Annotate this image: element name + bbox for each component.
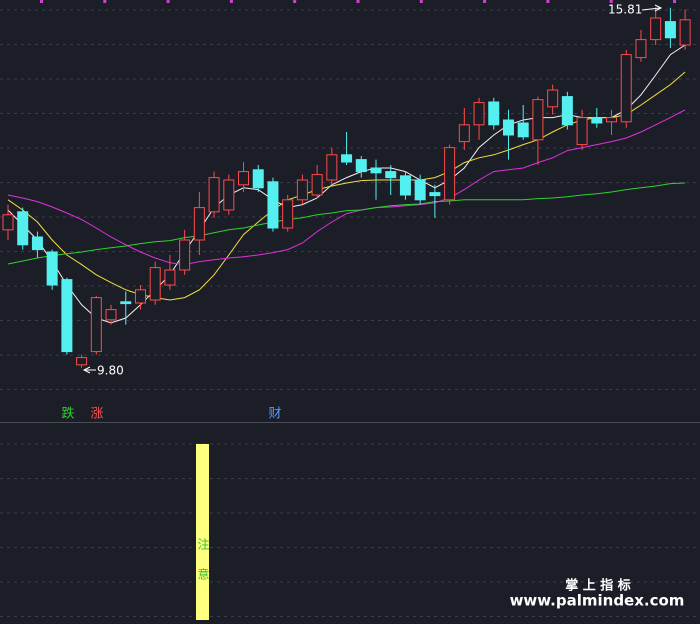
annotation-arrowhead (654, 4, 663, 12)
candle-body (502, 119, 514, 136)
candle-body (208, 177, 220, 213)
candle-body (179, 239, 191, 271)
candle-body (105, 309, 117, 321)
candle-body (620, 54, 632, 123)
top-marker (103, 0, 107, 3)
annotation-arrowhead (82, 366, 91, 374)
top-marker (609, 0, 613, 3)
candle-body (282, 199, 294, 229)
candle-body (532, 99, 544, 141)
top-marker (419, 0, 423, 3)
candle-body (635, 39, 647, 59)
candle-body (46, 251, 58, 286)
candle-body (547, 89, 559, 108)
top-marker (229, 0, 233, 3)
candle-body (252, 169, 264, 189)
candle-body (193, 207, 205, 241)
candle-body (17, 211, 29, 246)
candle-body (267, 181, 279, 229)
top-marker (673, 0, 676, 3)
candle-body (429, 192, 441, 197)
candle-body (399, 175, 411, 196)
low-annotation: 9.80 (97, 364, 124, 378)
candle-body (444, 147, 456, 201)
candle-body (296, 179, 308, 201)
candle-body (164, 269, 176, 286)
candle-body (385, 171, 397, 179)
candle-body (355, 159, 367, 173)
candle-body (414, 179, 426, 201)
high-annotation: 15.81 (608, 3, 642, 17)
watermark-url: www.palmindex.com (510, 592, 685, 610)
candle-body (341, 154, 353, 163)
candle-body (223, 179, 235, 211)
top-marker (166, 0, 170, 3)
candle-body (606, 117, 618, 123)
candle-body (76, 357, 88, 366)
candle-body (458, 124, 470, 143)
candle-body (90, 297, 102, 353)
candle-body (326, 154, 338, 181)
annotation-arrow (641, 7, 661, 11)
candle-body (488, 101, 500, 126)
candle-body (576, 117, 588, 146)
candle-body (664, 21, 676, 39)
candle-body (31, 236, 43, 251)
candle-body (561, 96, 573, 126)
candle-body (311, 174, 323, 196)
top-marker (356, 0, 360, 3)
candle-body (473, 102, 485, 126)
top-marker (293, 0, 297, 3)
lower-indicator-bar (196, 444, 209, 620)
moving-average-line (7, 182, 686, 265)
signal-label: 财 (268, 407, 281, 422)
top-marker (483, 0, 487, 3)
candle-body (591, 117, 603, 124)
top-marker (40, 0, 43, 3)
candle-body (517, 122, 529, 138)
watermark-title: 掌 上 指 标 (565, 578, 631, 594)
signal-label: 跌 (61, 406, 74, 422)
candle-body (61, 279, 73, 353)
candle-body (2, 214, 14, 231)
candle-body (149, 267, 161, 301)
top-marker (546, 0, 550, 3)
moving-average-line (7, 109, 686, 266)
candle-body (238, 171, 250, 186)
candle-body (134, 289, 146, 304)
plot-area (2, 7, 691, 368)
candle-body (650, 17, 662, 41)
candle-body (679, 19, 691, 46)
signal-label: 涨 (90, 407, 103, 422)
candle-body (120, 301, 132, 305)
lower-indicator-label: 注意 (196, 537, 210, 598)
candle-body (370, 167, 382, 174)
